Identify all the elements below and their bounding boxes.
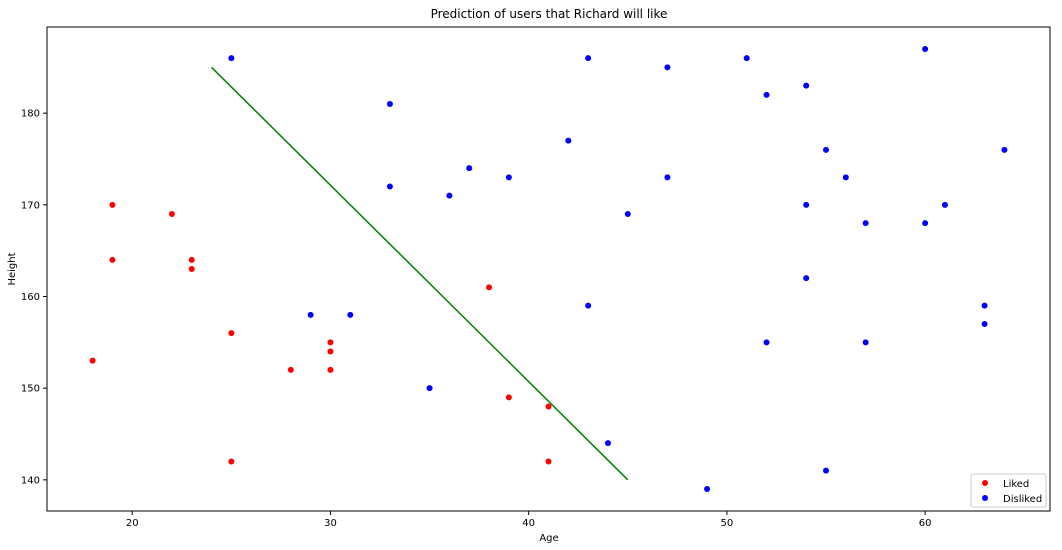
point-disliked [585, 302, 592, 309]
point-liked [327, 348, 334, 355]
point-disliked [386, 183, 393, 190]
y-tick-label: 140 [21, 475, 40, 486]
point-liked [168, 211, 175, 217]
x-tick-label: 40 [522, 518, 535, 529]
point-liked [188, 266, 195, 272]
point-disliked [981, 321, 988, 327]
legend-marker-liked [982, 480, 988, 486]
point-disliked [823, 467, 830, 474]
chart-title: Prediction of users that Richard will li… [431, 7, 668, 21]
point-disliked [604, 440, 611, 447]
legend-box [970, 473, 1047, 508]
point-liked [287, 366, 294, 373]
point-liked [228, 330, 235, 337]
y-tick-label: 160 [21, 292, 40, 303]
point-liked [327, 339, 334, 346]
point-disliked [803, 82, 810, 89]
point-liked [545, 458, 552, 465]
point-disliked [763, 339, 770, 346]
point-liked [109, 256, 116, 263]
point-liked [486, 284, 493, 291]
point-disliked [664, 64, 671, 71]
decision-boundary-line [210, 66, 629, 481]
legend: Liked Disliked [970, 473, 1047, 508]
point-liked [109, 201, 116, 208]
point-liked [327, 366, 334, 373]
point-disliked [704, 486, 711, 492]
legend-label-liked: Liked [1003, 479, 1029, 490]
point-disliked [585, 55, 592, 62]
point-disliked [981, 302, 988, 309]
point-liked [505, 394, 512, 401]
axis-ticks: 20 30 40 50 60 140 150 160 170 180 [21, 109, 932, 529]
point-disliked [823, 146, 830, 153]
point-disliked [565, 137, 572, 144]
plot-frame [46, 26, 1051, 512]
point-disliked [1001, 146, 1008, 153]
x-axis-label: Age [539, 533, 558, 544]
point-liked [188, 256, 195, 263]
point-disliked [922, 46, 929, 52]
point-liked [89, 357, 96, 364]
x-tick-label: 60 [919, 518, 932, 529]
point-disliked [347, 311, 354, 318]
point-disliked [466, 165, 473, 172]
point-disliked [842, 174, 849, 181]
x-tick-label: 50 [721, 518, 734, 529]
point-disliked [228, 55, 235, 62]
point-liked [545, 403, 552, 410]
plot-area [89, 46, 1008, 492]
legend-marker-disliked [982, 495, 988, 501]
point-disliked [803, 275, 810, 282]
point-disliked [743, 55, 750, 62]
x-tick-label: 20 [126, 518, 139, 529]
point-disliked [307, 311, 314, 318]
point-disliked [426, 385, 433, 392]
point-disliked [922, 220, 929, 227]
point-disliked [624, 211, 631, 217]
legend-label-disliked: Disliked [1003, 494, 1042, 505]
point-disliked [862, 220, 869, 227]
y-tick-label: 170 [21, 200, 40, 211]
point-disliked [505, 174, 512, 181]
point-disliked [941, 201, 948, 208]
point-disliked [386, 101, 393, 107]
point-liked [228, 458, 235, 465]
x-tick-label: 30 [324, 518, 337, 529]
point-disliked [862, 339, 869, 346]
point-disliked [763, 91, 770, 98]
y-tick-label: 150 [21, 384, 40, 395]
point-disliked [803, 201, 810, 208]
y-axis-label: Height [7, 252, 18, 285]
point-disliked [664, 174, 671, 181]
y-tick-label: 180 [21, 109, 40, 120]
point-disliked [446, 192, 453, 199]
